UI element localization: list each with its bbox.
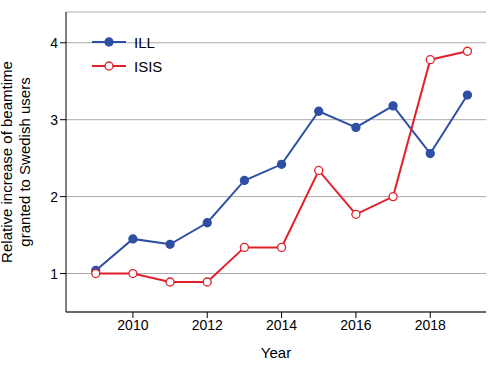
- svg-text:2014: 2014: [266, 317, 297, 333]
- svg-text:Year: Year: [261, 344, 291, 361]
- html-text:ISIS: ISIS: [134, 57, 163, 75]
- svg-text:3: 3: [50, 112, 58, 128]
- html-text:ILL: ILL: [134, 33, 155, 51]
- svg-text:2012: 2012: [192, 317, 223, 333]
- svg-text:2010: 2010: [117, 317, 148, 333]
- svg-text:4: 4: [50, 35, 58, 51]
- svg-text:2: 2: [50, 189, 58, 205]
- svg-text:2018: 2018: [415, 317, 446, 333]
- svg-text:1: 1: [50, 266, 58, 282]
- svg-text:2016: 2016: [340, 317, 371, 333]
- svg-text:Relative increase of beamtimeg: Relative increase of beamtimegranted to …: [8, 61, 33, 263]
